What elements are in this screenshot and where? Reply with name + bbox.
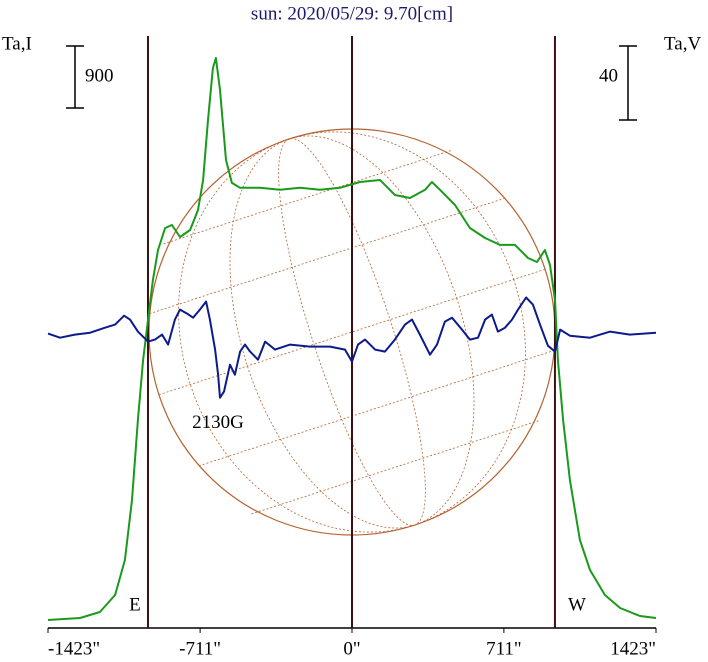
- limb-label: E: [129, 594, 141, 615]
- scale-bar-label: 40: [599, 65, 618, 86]
- y2-axis-label: Ta,V: [664, 33, 701, 54]
- globe-grid: [149, 131, 555, 533]
- x-tick-label: 1423": [610, 638, 656, 659]
- x-tick-label: 711": [486, 638, 522, 659]
- y-axis-label: Ta,I: [2, 33, 32, 54]
- series-line: [47, 296, 657, 399]
- x-tick-label: -711": [179, 638, 221, 659]
- scale-bar-label: 900: [85, 65, 114, 86]
- series-line: [47, 57, 657, 621]
- limb-label: W: [568, 594, 586, 615]
- x-tick-label: -1423": [48, 638, 100, 659]
- x-tick-label: 0": [343, 638, 360, 659]
- annotation: 2130G: [192, 412, 244, 433]
- chart-title: sun: 2020/05/29: 9.70[cm]: [251, 3, 453, 24]
